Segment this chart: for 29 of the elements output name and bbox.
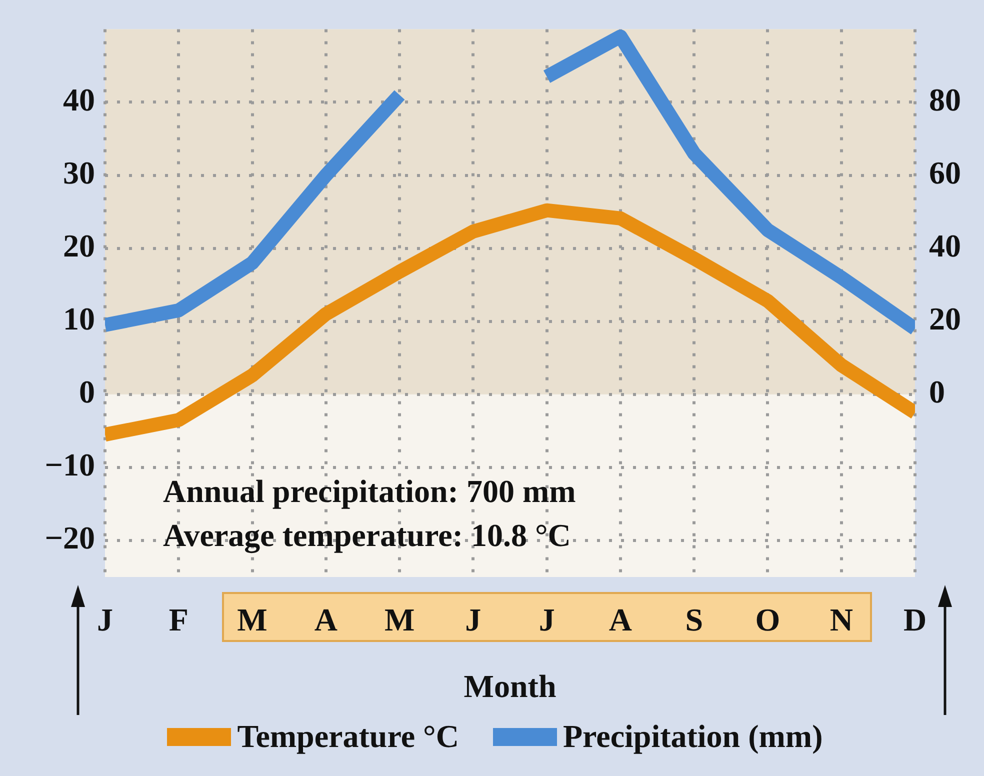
x-tick-label: J bbox=[97, 601, 113, 638]
y-tick-label: −20 bbox=[44, 520, 95, 556]
y-tick-label: 40 bbox=[63, 82, 95, 118]
x-tick-label: S bbox=[685, 601, 703, 638]
y-tick-label: 10 bbox=[63, 300, 95, 337]
y-tick-label: 20 bbox=[63, 228, 95, 264]
legend-label: Precipitation (mm) bbox=[562, 718, 823, 755]
y2-tick-label: 0 bbox=[929, 374, 945, 410]
annotation: Annual precipitation: 700 mm bbox=[163, 473, 576, 509]
x-tick-label: D bbox=[903, 601, 927, 638]
x-tick-label: O bbox=[755, 601, 780, 638]
x-tick-label: M bbox=[384, 601, 415, 638]
y2-tick-label: 80 bbox=[929, 82, 961, 118]
x-tick-label: A bbox=[314, 601, 338, 638]
legend-label: Temperature °C bbox=[237, 718, 459, 755]
x-tick-label: M bbox=[237, 601, 268, 638]
y-tick-label: 0 bbox=[79, 374, 95, 410]
x-axis-title: Month bbox=[464, 668, 556, 704]
x-tick-label: J bbox=[465, 601, 482, 638]
y-tick-label: 30 bbox=[63, 154, 95, 191]
annotation: Average temperature: 10.8 °C bbox=[163, 517, 571, 554]
x-tick-label: F bbox=[168, 601, 188, 638]
y2-tick-label: 40 bbox=[929, 228, 961, 264]
x-tick-label: A bbox=[608, 601, 632, 638]
y-tick-label: −10 bbox=[44, 446, 95, 483]
y2-tick-label: 20 bbox=[929, 300, 961, 337]
y2-tick-label: 60 bbox=[929, 154, 961, 191]
x-tick-label: J bbox=[538, 601, 555, 638]
x-tick-label: N bbox=[830, 601, 853, 638]
